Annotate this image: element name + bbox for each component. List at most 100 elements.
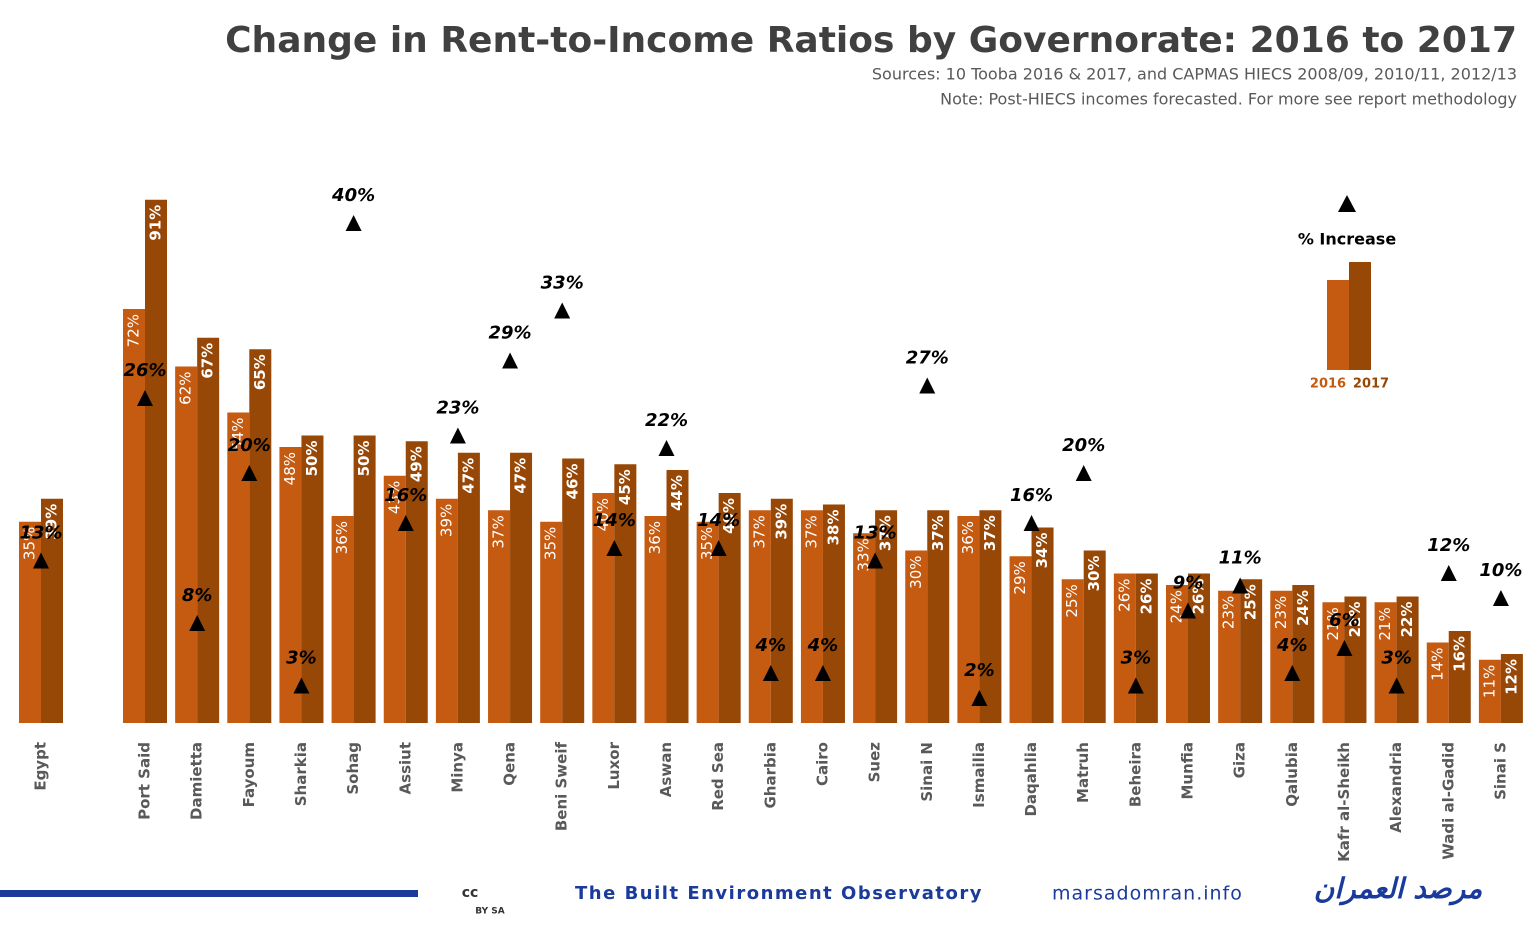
increase-marker <box>762 665 779 681</box>
increase-marker <box>710 540 727 556</box>
bar <box>383 475 406 723</box>
footer: cc BY SA The Built Environment Observato… <box>0 872 1482 917</box>
bar <box>592 493 615 723</box>
bar <box>718 493 741 723</box>
value-label: 39% <box>437 504 455 537</box>
value-label: 33% <box>855 538 873 571</box>
increase-marker <box>502 352 519 369</box>
value-label: 36% <box>646 521 664 554</box>
value-label: 26% <box>1137 579 1155 615</box>
value-label: 39% <box>43 504 61 540</box>
value-label: 24% <box>1168 590 1186 623</box>
legend-label: % Increase <box>1298 230 1396 249</box>
increase-marker <box>658 440 675 456</box>
increase-marker <box>449 427 466 444</box>
increase-label: 40% <box>331 185 375 206</box>
x-tick-label: Wadi al-Gadid <box>1439 742 1457 860</box>
bar <box>1031 527 1054 723</box>
x-tick-label: Sinai S <box>1491 742 1509 800</box>
bar <box>331 516 354 723</box>
footer-rule <box>0 890 418 897</box>
x-tick-label: Suez <box>866 742 884 783</box>
value-label: 30% <box>1085 556 1103 592</box>
bar <box>644 516 667 723</box>
x-tick-label: Gharbia <box>761 742 779 809</box>
bar <box>1009 556 1032 723</box>
legend-label: 2016 <box>1310 377 1346 392</box>
x-tick-label: Aswan <box>657 742 675 797</box>
bar <box>1322 602 1345 723</box>
bar <box>353 435 376 723</box>
increase-label: 4% <box>755 635 787 656</box>
legend-marker <box>1338 195 1356 212</box>
value-label: 37% <box>877 515 895 551</box>
increase-marker <box>814 665 831 681</box>
increase-label: 27% <box>906 348 949 369</box>
value-label: 65% <box>251 354 269 390</box>
license-icon: cc <box>462 885 479 901</box>
increase-marker <box>1075 465 1092 481</box>
increase-label: 23% <box>436 398 479 419</box>
increase-label: 26% <box>123 360 166 381</box>
increase-marker <box>241 465 258 481</box>
bar <box>822 504 845 723</box>
bar <box>1061 579 1084 723</box>
bar <box>1135 573 1158 723</box>
organization: The Built Environment Observatory <box>575 883 983 904</box>
value-label: 62% <box>177 372 195 405</box>
increase-label: 29% <box>489 323 532 344</box>
bar <box>748 510 771 723</box>
x-tick-label: Luxor <box>605 741 623 789</box>
value-label: 47% <box>459 458 477 494</box>
bar <box>145 199 167 723</box>
value-label: 25% <box>1063 584 1081 617</box>
chart-title: Change in Rent-to-Income Ratios by Gover… <box>225 20 1517 61</box>
increase-label: 13% <box>854 523 897 544</box>
value-label: 40% <box>594 498 612 531</box>
bar <box>927 510 950 723</box>
x-tick-label: Daqahlia <box>1022 742 1040 817</box>
increase-marker <box>189 615 206 631</box>
increase-label: 33% <box>541 273 584 294</box>
increase-label: 22% <box>645 410 688 431</box>
x-tick-label: Red Sea <box>709 742 727 811</box>
bar <box>19 521 41 723</box>
bar <box>1344 596 1367 723</box>
bar <box>1188 573 1210 723</box>
increase-marker <box>1023 515 1040 531</box>
increase-marker <box>1232 577 1249 594</box>
increase-label: 11% <box>1219 548 1262 569</box>
legend-label: 2017 <box>1353 377 1389 392</box>
value-label: 43% <box>385 481 403 514</box>
bar <box>1292 585 1315 723</box>
value-label: 37% <box>981 515 999 551</box>
x-tick-label: Ismailia <box>970 742 988 808</box>
bar <box>1113 573 1136 723</box>
x-tick-label: Giza <box>1231 742 1249 778</box>
x-tick-label: Qalubia <box>1283 742 1301 807</box>
increase-marker <box>1440 565 1457 581</box>
bar <box>301 435 324 723</box>
value-label: 39% <box>772 504 790 540</box>
value-label: 23% <box>1272 596 1290 629</box>
value-label: 23% <box>1220 596 1238 629</box>
increase-label: 3% <box>1121 648 1152 669</box>
increase-label: 3% <box>1381 648 1412 669</box>
x-tick-label: Qena <box>501 742 519 786</box>
bar <box>540 521 563 723</box>
bar <box>1426 642 1449 723</box>
value-label: 40% <box>720 498 738 534</box>
increase-label: 10% <box>1479 560 1522 581</box>
value-label: 44% <box>668 475 686 511</box>
bar <box>1500 654 1523 723</box>
x-tick-label: Minya <box>448 742 466 793</box>
value-label: 35% <box>21 527 39 560</box>
arabic-name: مرصد العمران <box>1314 872 1482 906</box>
x-tick-label: Cairo <box>813 742 831 786</box>
bar <box>41 498 63 723</box>
bar <box>875 510 898 723</box>
increase-marker <box>137 390 153 406</box>
bar <box>1166 585 1188 723</box>
value-label: 50% <box>355 441 373 477</box>
value-label: 37% <box>490 515 508 548</box>
